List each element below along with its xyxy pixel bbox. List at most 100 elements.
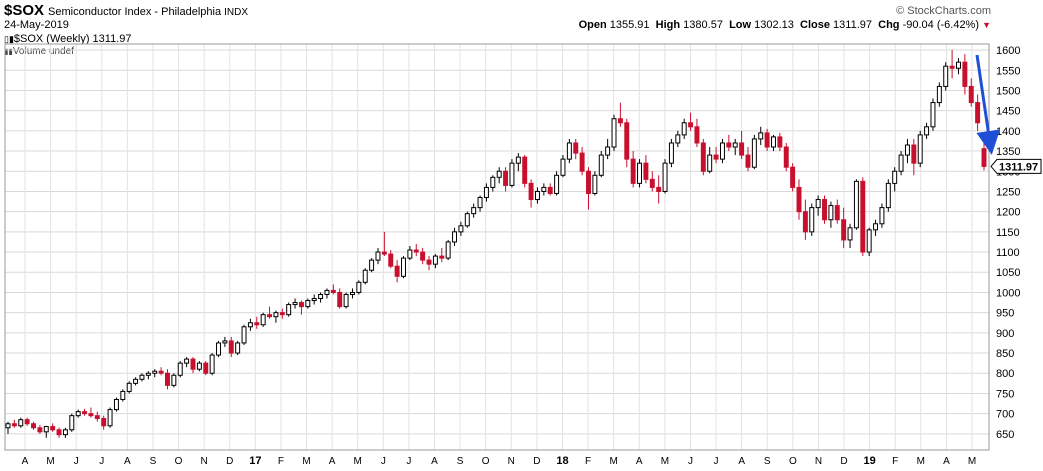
candle: [611, 114, 617, 152]
candle-body: [254, 322, 260, 326]
candle: [273, 310, 279, 323]
candle-body: [943, 65, 949, 87]
candle: [981, 138, 987, 171]
candle: [656, 175, 662, 204]
x-tick-label: M: [46, 456, 54, 467]
x-tick-label: N: [508, 456, 515, 467]
candle-body: [184, 358, 190, 364]
candle: [624, 118, 630, 168]
x-tick-label: S: [150, 456, 157, 467]
candle: [254, 316, 260, 329]
candle-body: [713, 154, 719, 160]
candle-body: [292, 302, 298, 306]
candle: [432, 254, 438, 269]
candles: [5, 50, 987, 438]
candle: [426, 256, 432, 271]
candle: [815, 195, 821, 216]
candle-body: [75, 411, 81, 417]
candle-body: [477, 197, 483, 209]
candle: [592, 171, 598, 196]
x-tick-label: A: [943, 456, 950, 467]
candle-body: [560, 158, 566, 176]
candle: [936, 82, 942, 107]
candle: [630, 151, 636, 188]
candle-body: [777, 136, 783, 148]
candle: [809, 203, 815, 236]
candle-body: [164, 372, 170, 386]
candle-body: [37, 427, 43, 433]
candle-body: [171, 374, 177, 386]
candle-body: [11, 423, 17, 427]
low-value: 1302.13: [754, 19, 794, 31]
x-tick-label: A: [431, 456, 438, 467]
candle: [758, 126, 764, 145]
candle-body: [471, 207, 477, 215]
candle-body: [637, 162, 643, 184]
candle: [260, 312, 266, 327]
candle: [88, 407, 94, 418]
candle: [318, 292, 324, 303]
candle: [375, 248, 381, 265]
candle: [866, 227, 872, 257]
candle: [911, 138, 917, 176]
candle-body: [630, 158, 636, 184]
candle-body: [758, 132, 764, 140]
candle: [637, 159, 643, 188]
candle-body: [675, 134, 681, 144]
candle-body: [732, 142, 738, 148]
y-tick-label: 650: [996, 429, 1014, 441]
chart-date: 24-May-2019: [4, 19, 69, 31]
candle-body: [745, 154, 751, 168]
candle-body: [566, 142, 572, 160]
plot-frame: [4, 43, 990, 451]
x-tick-label: F: [585, 456, 591, 467]
candle-body: [541, 186, 547, 192]
candle-body: [579, 152, 585, 172]
candle: [171, 373, 177, 388]
candle-body: [343, 293, 349, 308]
y-tick-label: 1100: [996, 247, 1020, 259]
candle-body: [726, 142, 732, 148]
candle: [94, 411, 100, 422]
candle-body: [88, 413, 94, 417]
x-tick-label: 17: [249, 455, 261, 467]
candle: [662, 159, 668, 194]
candle: [50, 423, 56, 432]
volume-legend: ▮▮Volume undef: [4, 47, 74, 57]
x-tick-label: M: [610, 456, 618, 467]
candle-body: [860, 180, 866, 253]
candle-body: [649, 178, 655, 188]
candle: [164, 369, 170, 390]
candle-body: [216, 342, 221, 356]
candle: [847, 223, 853, 249]
candle: [802, 199, 808, 240]
candle: [885, 179, 891, 212]
x-tick-label: J: [74, 456, 79, 467]
y-tick-label: 1050: [996, 267, 1020, 279]
candle: [726, 134, 732, 152]
candle: [196, 361, 202, 372]
x-tick-label: 18: [556, 455, 568, 467]
candle-body: [222, 340, 228, 344]
candle: [394, 260, 400, 283]
candle: [898, 151, 904, 176]
candle: [975, 94, 981, 131]
candle-body: [158, 370, 164, 374]
candle: [681, 118, 687, 139]
candle-body: [700, 142, 706, 172]
low-label: Low: [729, 19, 752, 31]
x-tick-label: M: [917, 456, 925, 467]
candle: [298, 300, 304, 315]
candle: [5, 421, 11, 434]
candle-body: [598, 154, 604, 176]
candle-body: [439, 255, 445, 259]
candle: [337, 288, 343, 309]
candle-body: [401, 257, 406, 277]
candle-body: [298, 302, 304, 308]
candle: [719, 138, 725, 164]
candle: [534, 187, 540, 204]
candle: [515, 153, 521, 172]
candle: [362, 268, 368, 285]
candle: [764, 128, 770, 152]
candle: [43, 425, 49, 438]
